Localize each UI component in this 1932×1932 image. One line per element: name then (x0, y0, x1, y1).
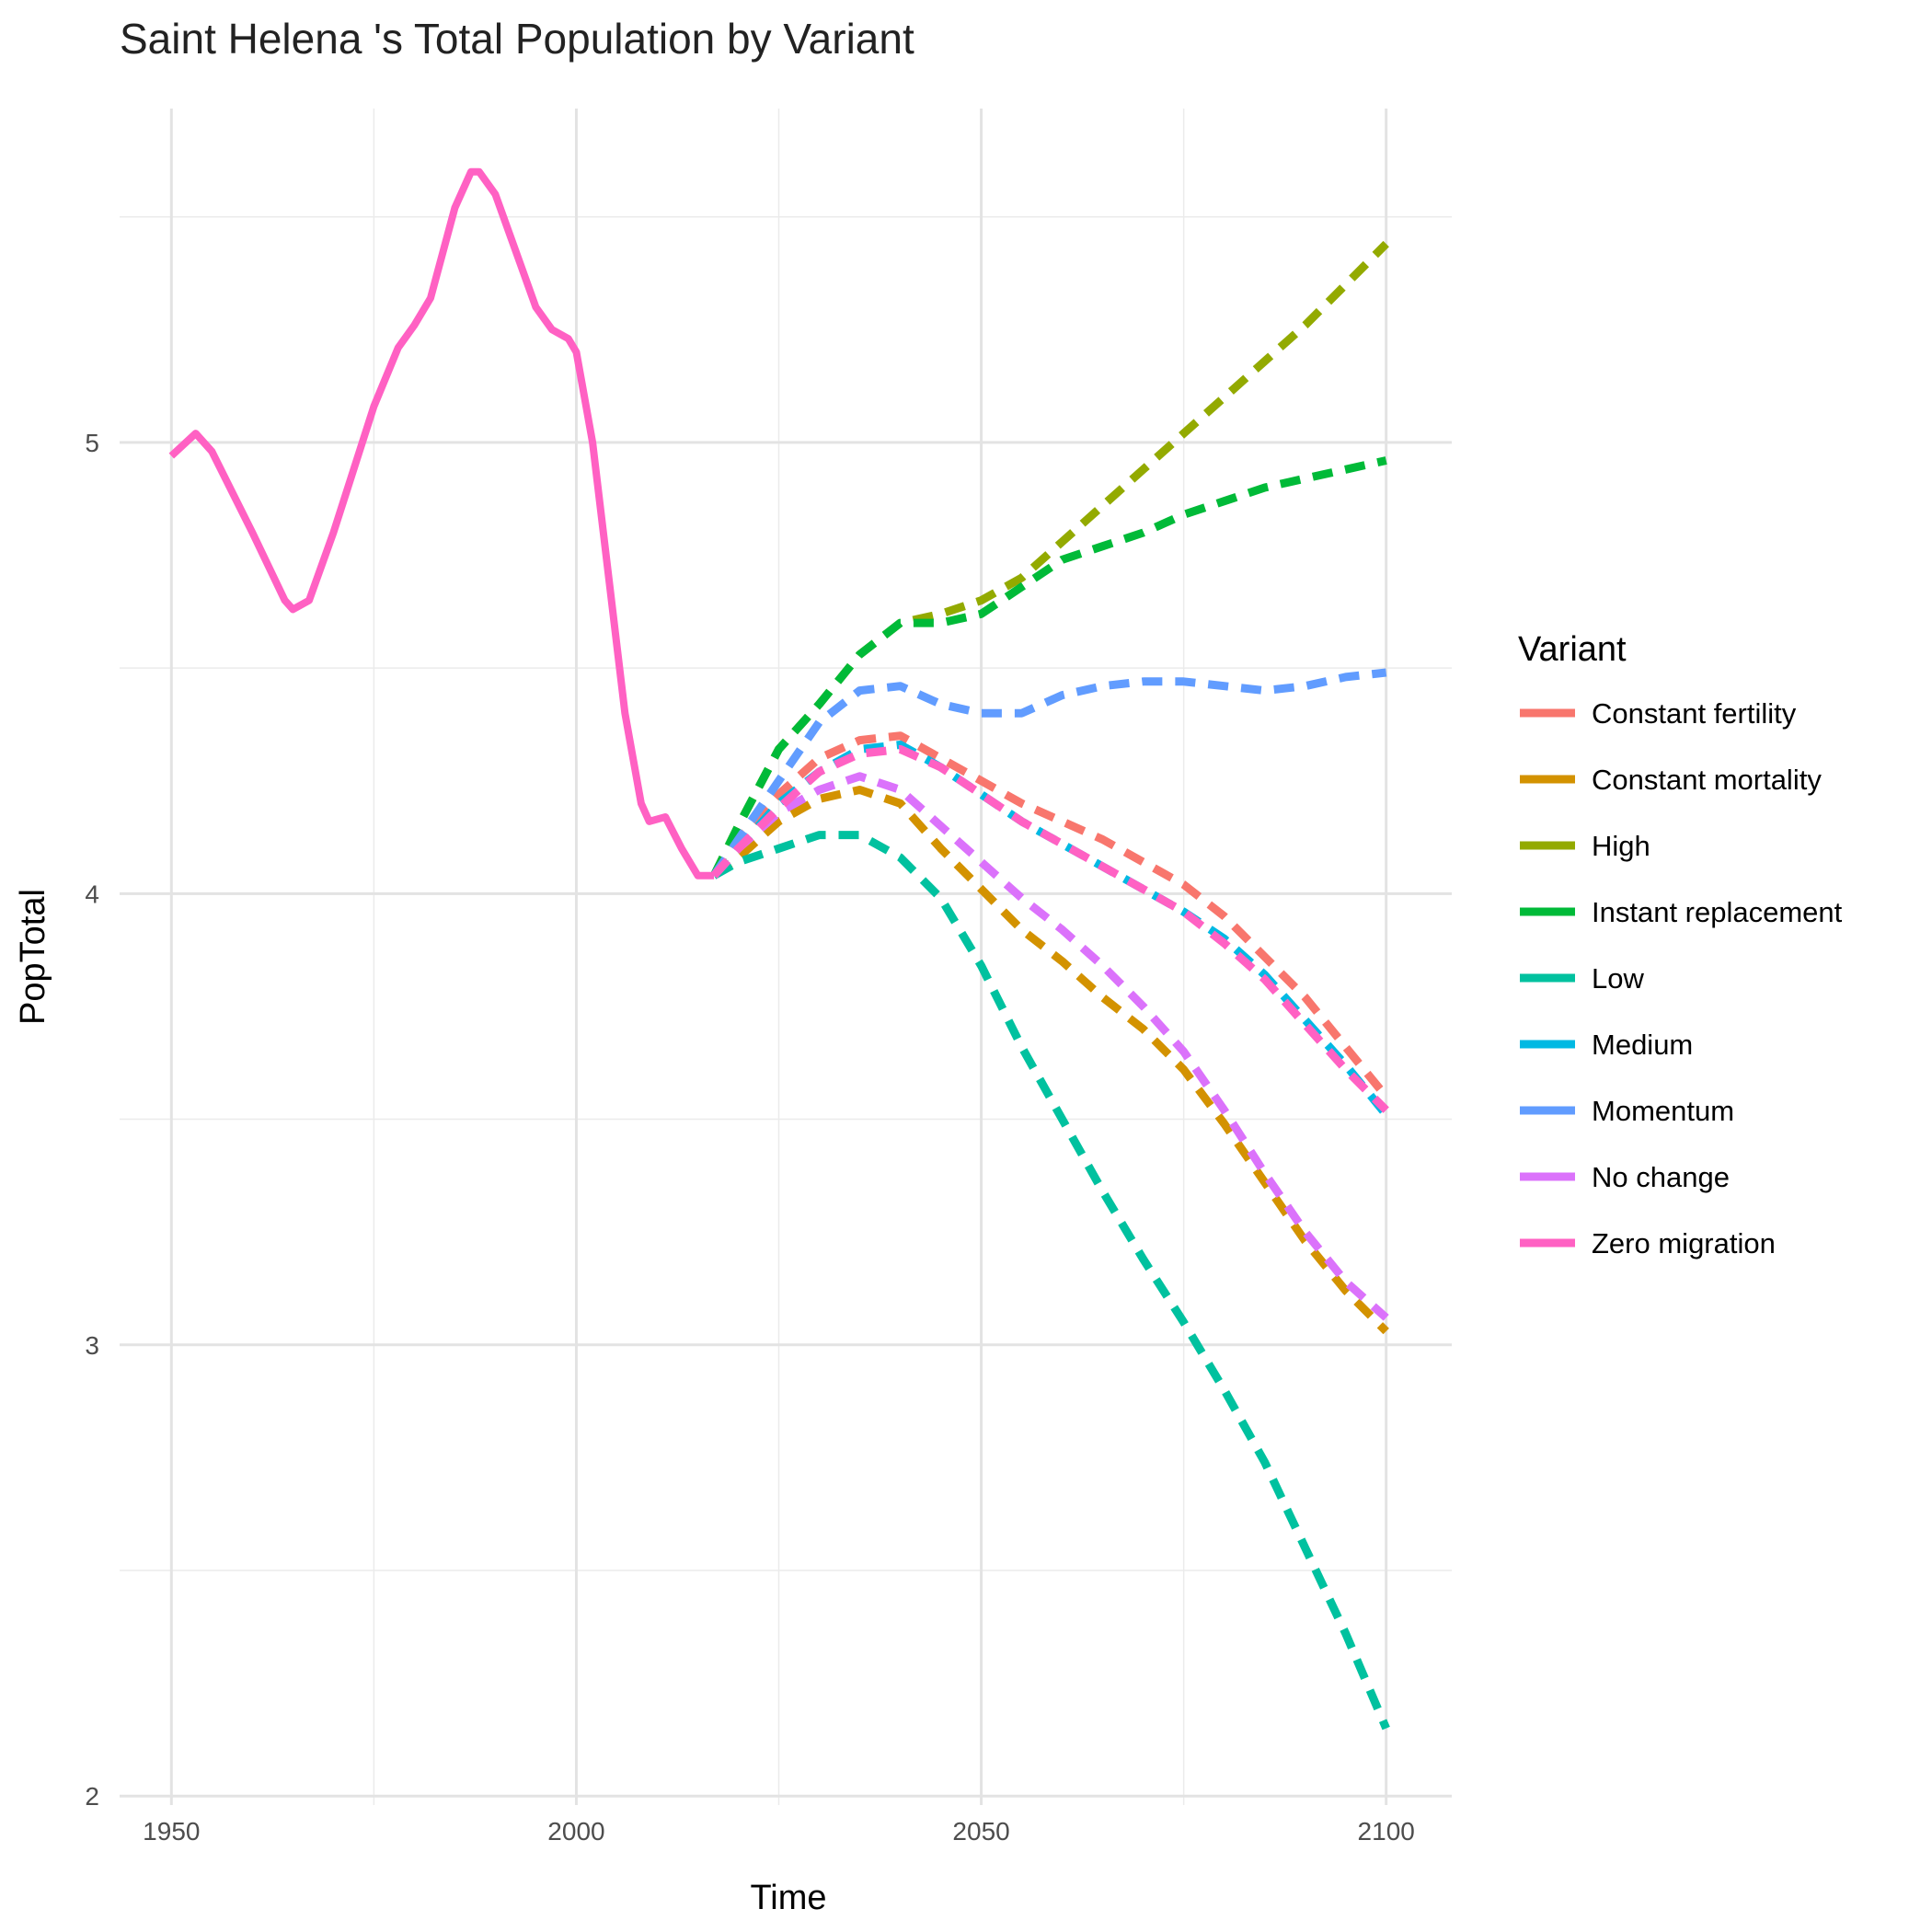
series-line (710, 731, 1390, 1099)
legend-label: Medium (1592, 1029, 1693, 1061)
series-line (711, 786, 1389, 1335)
legend-label: Momentum (1592, 1095, 1734, 1127)
series-line (710, 744, 1389, 1113)
y-tick-label: 3 (85, 1331, 99, 1360)
legend-label: Constant fertility (1592, 697, 1797, 730)
x-tick-label: 2050 (952, 1817, 1009, 1846)
x-tick-label: 1950 (143, 1817, 200, 1846)
y-tick-label: 4 (85, 880, 99, 908)
chart-title: Saint Helena 's Total Population by Vari… (120, 15, 914, 63)
x-tick-label: 2100 (1358, 1817, 1415, 1846)
legend-label: Constant mortality (1592, 764, 1822, 796)
x-axis-title: Time (750, 1879, 826, 1917)
legend-label: Zero migration (1592, 1227, 1776, 1259)
series-line (711, 831, 1390, 1731)
series-line (168, 167, 715, 880)
y-tick-label: 2 (85, 1782, 99, 1811)
legend-label: High (1592, 830, 1650, 862)
series-line (710, 772, 1389, 1321)
series-line (710, 741, 1390, 1118)
legend-label: Instant replacement (1592, 896, 1843, 928)
legend-title: Variant (1518, 630, 1627, 669)
legend-label: No change (1592, 1161, 1730, 1193)
y-tick-label: 5 (85, 429, 99, 457)
series-line (710, 240, 1389, 878)
x-tick-label: 2000 (547, 1817, 604, 1846)
y-axis-title: PopTotal (14, 889, 52, 1025)
series-line (710, 456, 1387, 878)
legend-label: Low (1592, 962, 1644, 995)
series-line (710, 668, 1387, 879)
